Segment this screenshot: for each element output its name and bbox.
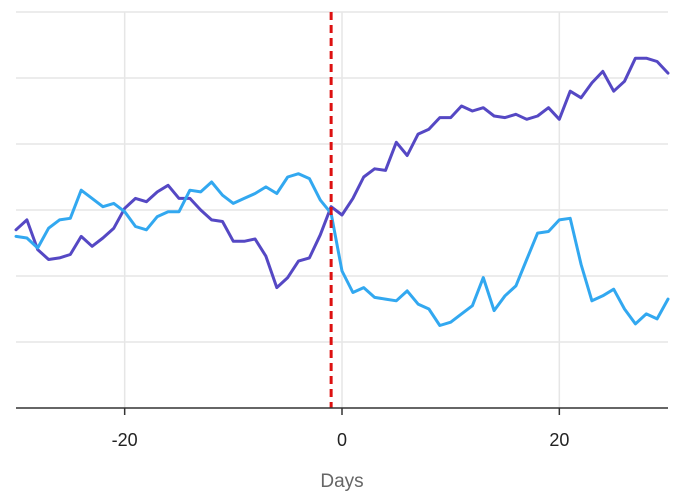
- x-tick-labels: -20 0 20: [112, 408, 569, 450]
- x-tick-label-2: 20: [549, 430, 569, 450]
- x-tick-label-0: -20: [112, 430, 138, 450]
- series-lines: [14, 56, 670, 327]
- x-axis-title: Days: [320, 471, 363, 492]
- series-line-0: [14, 56, 670, 290]
- series-line-1: [14, 172, 670, 327]
- x-tick-label-1: 0: [337, 430, 347, 450]
